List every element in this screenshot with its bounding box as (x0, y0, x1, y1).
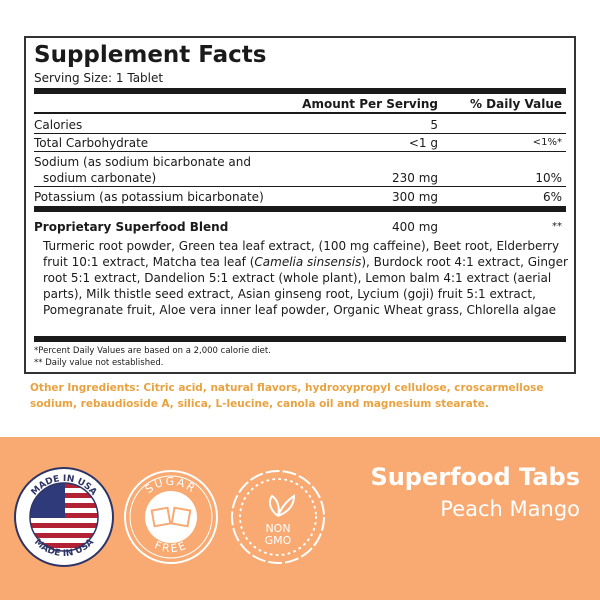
row-amount: <1 g (408, 136, 438, 150)
footnote: *Percent Daily Values are based on a 2,0… (34, 346, 271, 356)
header-amount: Amount Per Serving (302, 97, 438, 111)
row-name: Total Carbohydrate (34, 136, 149, 150)
non-gmo-badge-icon: NON GMO (231, 470, 325, 564)
panel-title: Supplement Facts (34, 42, 267, 68)
svg-text:NON: NON (265, 522, 290, 535)
svg-text:FREE: FREE (153, 538, 190, 555)
divider-thick (34, 88, 566, 94)
product-flavor: Peach Mango (440, 497, 580, 521)
divider (34, 133, 566, 134)
row-dv: <1%* (532, 137, 562, 148)
blend-amount: 400 mg (391, 220, 438, 234)
row-name: Potassium (as potassium bicarbonate) (34, 190, 264, 204)
row-name-cont: sodium carbonate) (43, 171, 157, 185)
divider (34, 151, 566, 152)
blend-dv: ** (552, 221, 562, 232)
footnote: ** Daily value not established. (34, 358, 164, 368)
row-dv: 6% (542, 190, 562, 204)
blend-ingredients: Turmeric root powder, Green tea leaf ext… (43, 239, 568, 317)
divider (34, 112, 566, 114)
svg-text:GMO: GMO (265, 534, 292, 547)
sugar-free-badge-icon: SUGAR FREE (124, 470, 218, 564)
serving-size: Serving Size: 1 Tablet (34, 71, 164, 85)
header-dv: % Daily Value (469, 97, 562, 111)
divider (34, 186, 566, 187)
other-ingredients: Other Ingredients: Citric acid, natural … (30, 382, 544, 410)
blend-name: Proprietary Superfood Blend (34, 220, 229, 234)
row-name: Calories (34, 118, 83, 132)
row-name: Sodium (as sodium bicarbonate and (34, 155, 252, 169)
row-amount: 230 mg (391, 171, 438, 185)
row-amount: 5 (430, 118, 438, 132)
divider-thick (34, 336, 566, 342)
row-amount: 300 mg (391, 190, 438, 204)
supplement-facts-panel: Supplement Facts Serving Size: 1 Tablet … (24, 36, 576, 374)
product-name: Superfood Tabs (370, 463, 580, 491)
row-dv: 10% (535, 171, 562, 185)
divider-thick (34, 206, 566, 212)
made-in-usa-badge-icon: MADE IN USA MADE IN USA (14, 467, 114, 567)
product-banner: MADE IN USA MADE IN USA SUGAR FREE NON G… (0, 437, 600, 600)
